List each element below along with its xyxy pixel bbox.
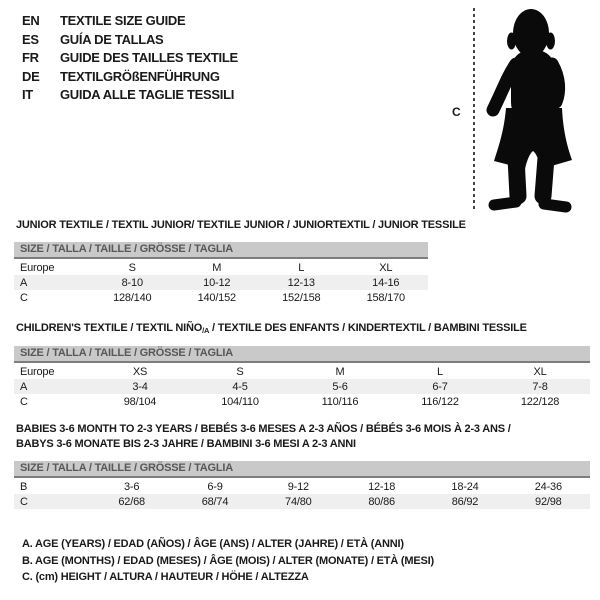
row-label-cell: A: [14, 379, 90, 394]
value-cell: 158/170: [366, 291, 406, 304]
value-cell: 92/98: [506, 494, 590, 509]
row-label-cell: C: [14, 494, 90, 509]
language-list: EN TEXTILE SIZE GUIDE ES GUÍA DE TALLAS …: [22, 12, 238, 105]
babies-size-table: SIZE / TALLA / TAILLE / GRÖSSE / TAGLIA …: [14, 461, 590, 509]
language-label: TEXTILE SIZE GUIDE: [60, 13, 186, 28]
language-label: GUIDA ALLE TAGLIE TESSILI: [60, 87, 235, 102]
size-header-bar: SIZE / TALLA / TAILLE / GRÖSSE / TAGLIA: [14, 242, 428, 259]
legend-line-a: A. AGE (YEARS) / EDAD (AÑOS) / ÂGE (ANS)…: [22, 538, 404, 550]
value-cell: 3-6: [124, 480, 140, 493]
language-code: EN: [22, 13, 40, 28]
value-cell: 80/86: [339, 494, 424, 509]
value-cell: 74/80: [256, 494, 340, 509]
table-row: Europe S M L XL: [14, 260, 428, 275]
children-title-text: CHILDREN'S TEXTILE / TEXTIL NIÑO: [16, 322, 203, 334]
value-cell: 104/110: [221, 395, 259, 408]
value-cell: 128/140: [113, 291, 152, 304]
size-header-bar: SIZE / TALLA / TAILLE / GRÖSSE / TAGLIA: [14, 461, 590, 478]
row-label-cell: B: [20, 480, 28, 493]
value-cell: 62/68: [90, 494, 174, 509]
value-cell: 9-12: [287, 480, 309, 493]
value-cell: 152/158: [282, 291, 321, 304]
row-label-cell: C: [20, 291, 28, 304]
table-row: B 3-6 6-9 9-12 12-18 18-24 24-36: [14, 479, 590, 494]
value-cell: M: [335, 365, 345, 378]
value-cell: 24-36: [534, 480, 562, 493]
language-code: ES: [22, 31, 39, 47]
language-label: GUÍA DE TALLAS: [60, 31, 164, 47]
value-cell: 12-18: [368, 480, 396, 493]
children-section-title: CHILDREN'S TEXTILE / TEXTIL NIÑO/A / TEX…: [16, 322, 527, 335]
legend-line-c: C. (cm) HEIGHT / ALTURA / HAUTEUR / HÖHE…: [22, 571, 309, 583]
value-cell: L: [298, 261, 305, 274]
language-label: GUIDE DES TAILLES TEXTILE: [60, 50, 238, 65]
value-cell: 110/116: [321, 395, 359, 408]
measurement-legend: A. AGE (YEARS) / EDAD (AÑOS) / ÂGE (ANS)…: [22, 536, 434, 586]
value-cell: L: [437, 365, 443, 378]
baby-silhouette-icon: [486, 9, 572, 213]
value-cell: M: [212, 261, 222, 274]
table-row: C 128/140 140/152 152/158 158/170: [14, 290, 428, 305]
language-row-fr: FR GUIDE DES TAILLES TEXTILE: [22, 49, 238, 68]
value-cell: 116/122: [421, 395, 459, 408]
table-row: A 8-10 10-12 12-13 14-16: [14, 275, 428, 290]
children-title-text: / TEXTILE DES ENFANTS / KINDERTEXTIL / B…: [209, 322, 527, 334]
babies-section-title-line1: BABIES 3-6 MONTH TO 2-3 YEARS / BEBÉS 3-…: [16, 423, 511, 435]
value-cell: 8-10: [90, 275, 175, 290]
value-cell: 6-7: [390, 379, 490, 394]
language-label: TEXTILGRÖßENFÜHRUNG: [60, 68, 220, 84]
size-header-bar: SIZE / TALLA / TAILLE / GRÖSSE / TAGLIA: [14, 346, 590, 363]
value-cell: 98/104: [123, 395, 157, 408]
table-row: A 3-4 4-5 5-6 6-7 7-8: [14, 379, 590, 394]
row-label-cell: A: [14, 275, 90, 290]
value-cell: XL: [379, 261, 393, 274]
value-cell: S: [128, 261, 136, 274]
row-label-cell: Europe: [20, 365, 55, 378]
language-code: IT: [22, 87, 33, 102]
height-measure-label: C: [452, 105, 461, 119]
language-code: FR: [22, 50, 39, 65]
value-cell: S: [236, 365, 244, 378]
language-row-it: IT GUIDA ALLE TAGLIE TESSILI: [22, 86, 238, 105]
value-cell: 122/128: [520, 395, 560, 408]
value-cell: 3-4: [90, 379, 190, 394]
value-cell: 6-9: [207, 480, 223, 493]
value-cell: 14-16: [343, 275, 428, 290]
table-row: Europe XS S M L XL: [14, 364, 590, 379]
legend-line-b: B. AGE (MONTHS) / EDAD (MESES) / ÂGE (MO…: [22, 554, 434, 567]
junior-section-title: JUNIOR TEXTILE / TEXTIL JUNIOR/ TEXTILE …: [16, 219, 466, 231]
language-row-de: DE TEXTILGRÖßENFÜHRUNG: [22, 68, 238, 87]
table-row: C 62/68 68/74 74/80 80/86 86/92 92/98: [14, 494, 590, 509]
value-cell: 10-12: [174, 275, 259, 290]
value-cell: XS: [132, 365, 148, 378]
value-cell: XL: [533, 365, 547, 378]
value-cell: 140/152: [197, 291, 237, 304]
row-label-cell: C: [20, 395, 28, 408]
junior-size-table: SIZE / TALLA / TAILLE / GRÖSSE / TAGLIA …: [14, 242, 428, 305]
value-cell: 4-5: [190, 379, 290, 394]
children-size-table: SIZE / TALLA / TAILLE / GRÖSSE / TAGLIA …: [14, 346, 590, 409]
value-cell: 7-8: [490, 379, 590, 394]
table-row: C 98/104 104/110 110/116 116/122 122/128: [14, 394, 590, 409]
language-row-en: EN TEXTILE SIZE GUIDE: [22, 12, 238, 31]
value-cell: 18-24: [451, 480, 479, 493]
language-code: DE: [22, 68, 40, 84]
babies-section-title-line2: BABYS 3-6 MONATE BIS 2-3 JAHRE / BAMBINI…: [16, 438, 356, 450]
row-label-cell: Europe: [20, 261, 55, 274]
children-title-subscript: /A: [202, 326, 210, 335]
language-row-es: ES GUÍA DE TALLAS: [22, 31, 238, 50]
height-measure-dashed-line: [473, 8, 475, 210]
value-cell: 12-13: [259, 275, 344, 290]
value-cell: 5-6: [290, 379, 390, 394]
value-cell: 68/74: [173, 494, 257, 509]
value-cell: 86/92: [423, 494, 507, 509]
